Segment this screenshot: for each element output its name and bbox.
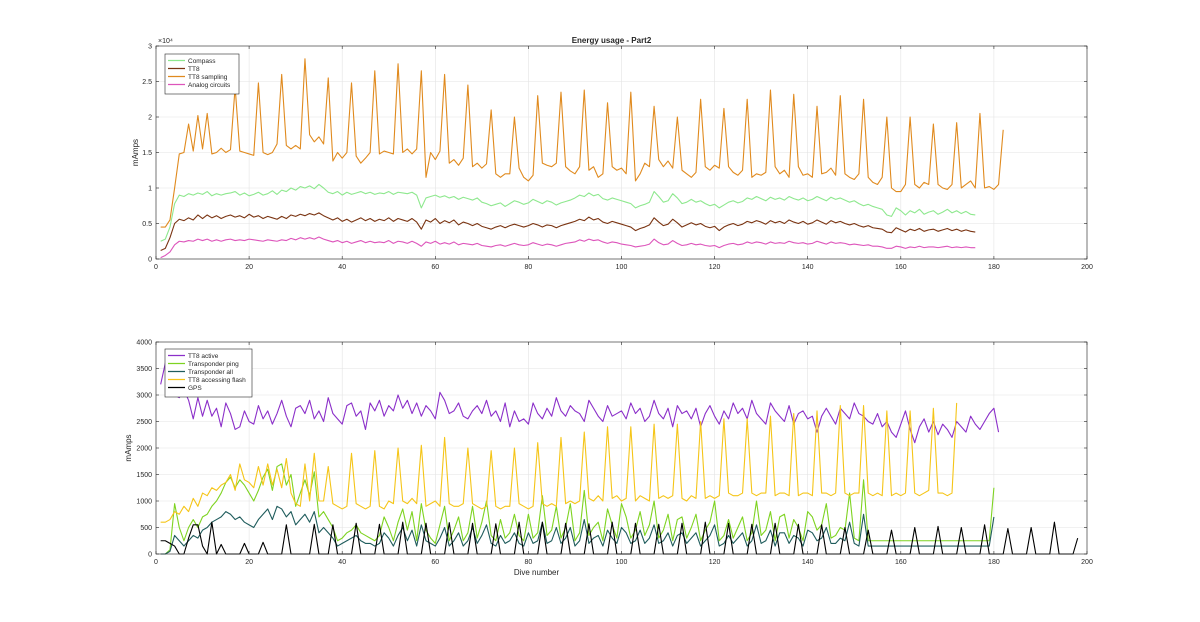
- x-tick-label: 20: [245, 264, 253, 271]
- series-line-transponder-all: [160, 505, 995, 555]
- y-tick-label: 3000: [136, 393, 152, 400]
- y-tick-label: 500: [140, 525, 152, 532]
- series-line-analog-circuits: [160, 236, 976, 259]
- y-tick-label: 0: [148, 552, 152, 559]
- y-tick-label: 0: [148, 257, 152, 264]
- legend-entry: Transponder all: [188, 369, 233, 376]
- series-line-tt8-active: [160, 362, 1000, 444]
- legend-entry: TT8 active: [188, 353, 219, 360]
- x-tick-label: 120: [709, 264, 721, 271]
- x-tick-label: 120: [709, 559, 721, 566]
- x-tick-label: 60: [431, 264, 439, 271]
- y-tick-label: 3: [148, 44, 152, 51]
- series-line-tt8-accessing-flash: [160, 402, 958, 523]
- y-tick-label: 1.5: [142, 150, 152, 157]
- legend-box: [164, 348, 253, 398]
- x-tick-label: 140: [802, 264, 814, 271]
- x-tick-label: 40: [338, 264, 346, 271]
- y-tick-label: 2000: [136, 446, 152, 453]
- y-tick-label: 2.5: [142, 79, 152, 86]
- y-tick-label: 1000: [136, 499, 152, 506]
- chart-1: 0 20 40 60 80 100 120 140 160 180 200 0 0.5 1 1.5 2 2.5 3…: [131, 36, 1093, 271]
- y-axis-label: mAmps: [124, 434, 133, 461]
- x-tick-label: 80: [525, 559, 533, 566]
- x-tick-label: 80: [525, 264, 533, 271]
- series-line-compass: [160, 183, 976, 242]
- x-axis-label: Dive number: [514, 568, 560, 577]
- series-line-tt8-sampling: [160, 58, 1004, 228]
- chart-2: 0 20 40 60 80 100 120 140 160 180 2000500100015002…: [124, 340, 1093, 578]
- legend-entry: TT8 accessing flash: [188, 377, 246, 384]
- legend-entry: Analog circuits: [188, 82, 231, 89]
- y-exponent-label: ×10⁴: [158, 38, 173, 45]
- y-tick-label: 2500: [136, 419, 152, 426]
- x-tick-label: 160: [895, 264, 907, 271]
- y-tick-label: 2: [148, 115, 152, 122]
- x-tick-label: 40: [338, 559, 346, 566]
- y-tick-label: 4000: [136, 340, 152, 347]
- y-tick-label: 3500: [136, 366, 152, 373]
- y-tick-label: 1: [148, 186, 152, 193]
- series-line-tt8: [160, 212, 976, 251]
- legend-entry: Compass: [188, 58, 216, 65]
- x-tick-label: 200: [1081, 264, 1093, 271]
- x-tick-label: 0: [154, 559, 158, 566]
- x-tick-label: 20: [245, 559, 253, 566]
- x-tick-label: 160: [895, 559, 907, 566]
- x-tick-label: 100: [616, 264, 628, 271]
- x-tick-label: 180: [988, 559, 1000, 566]
- x-tick-label: 140: [802, 559, 814, 566]
- legend-entry: TT8: [188, 66, 200, 73]
- y-tick-label: 1500: [136, 472, 152, 479]
- x-tick-label: 180: [988, 264, 1000, 271]
- chart-title: Energy usage - Part2: [572, 36, 652, 45]
- y-tick-label: 0.5: [142, 221, 152, 228]
- x-tick-label: 100: [616, 559, 628, 566]
- legend-entry: GPS: [188, 385, 202, 392]
- y-axis-label: mAmps: [131, 139, 140, 166]
- x-tick-label: 200: [1081, 559, 1093, 566]
- series-line-transponder-ping: [160, 463, 995, 555]
- x-tick-label: 60: [431, 559, 439, 566]
- legend-entry: TT8 sampling: [188, 74, 228, 81]
- legend-entry: Transponder ping: [188, 361, 239, 368]
- x-tick-label: 0: [154, 264, 158, 271]
